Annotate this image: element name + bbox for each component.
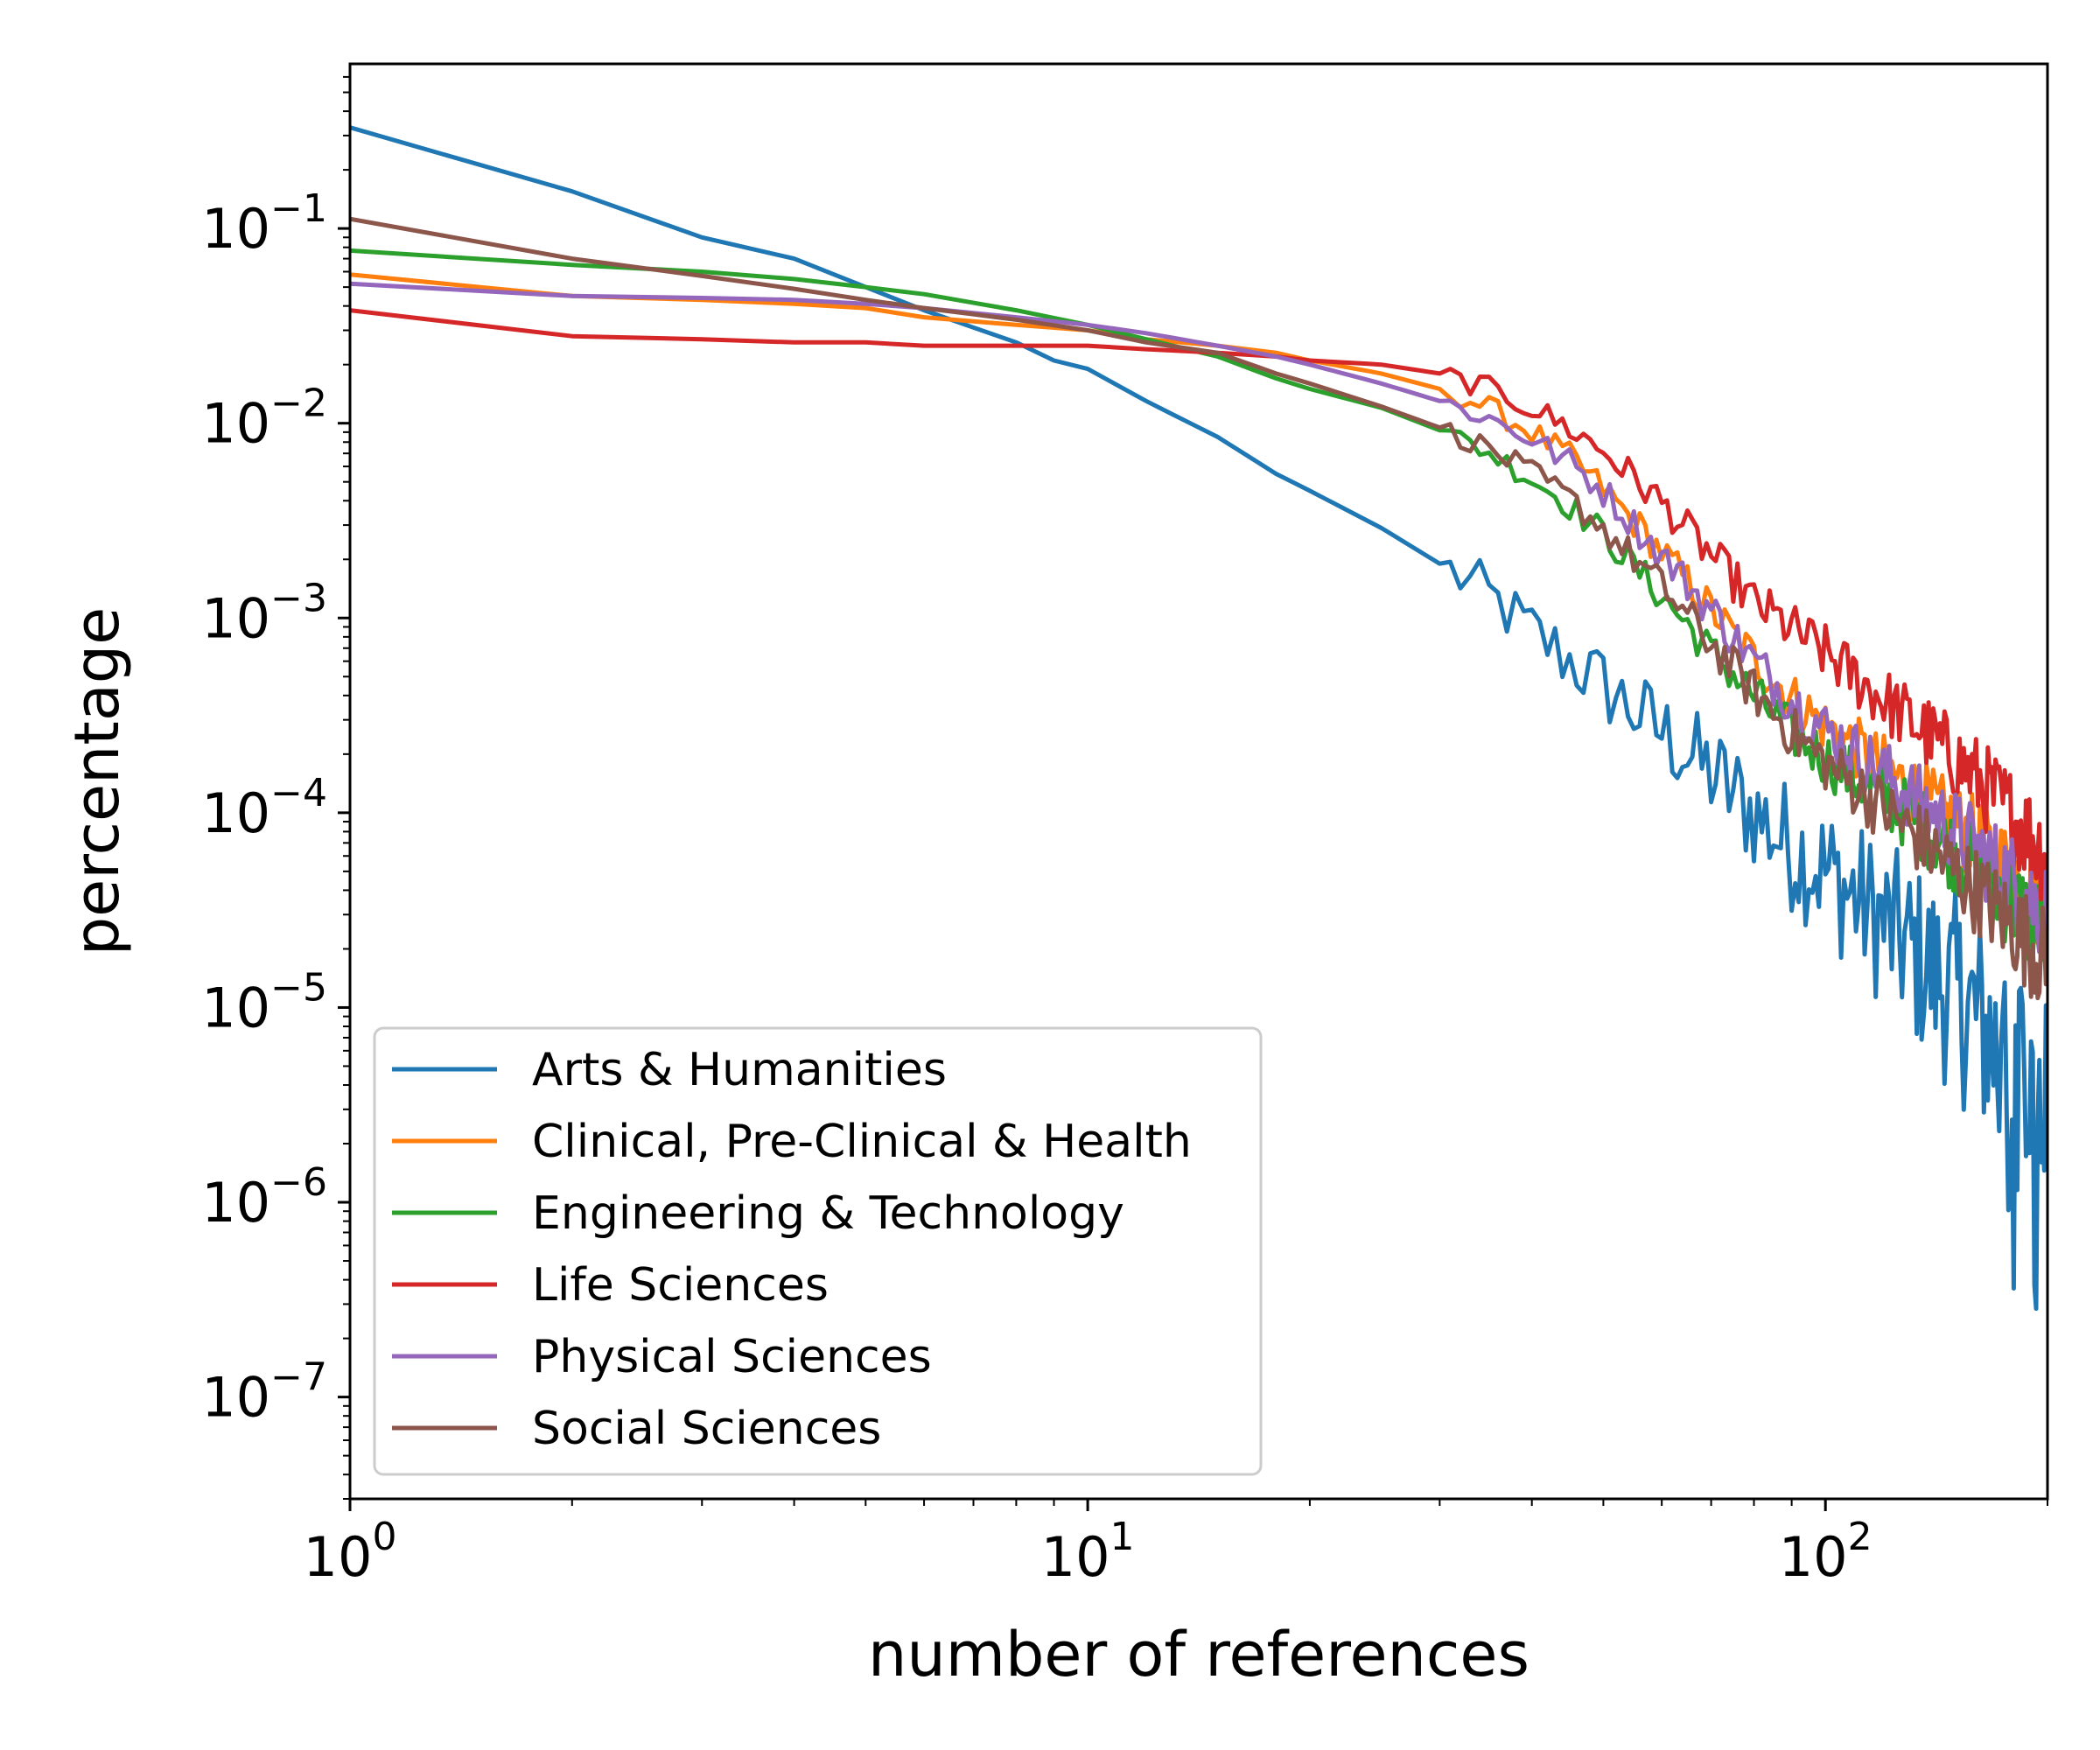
- legend-label-3: Life Sciences: [532, 1259, 829, 1312]
- y-tick-label-4: 10−5: [201, 965, 327, 1040]
- series-layer: [350, 125, 2048, 1312]
- y-tick-label-0: 10−1: [201, 186, 327, 261]
- legend-entries: Arts & Humanities Clinical, Pre-Clinical …: [392, 1044, 1192, 1455]
- y-tick-exponent: −2: [270, 382, 327, 426]
- x-tick-label-0: 100: [304, 1515, 397, 1589]
- y-tick-label-5: 10−6: [201, 1160, 327, 1235]
- y-tick-base: 10: [201, 392, 270, 456]
- y-tick-base: 10: [201, 197, 270, 261]
- x-tick-label-2: 102: [1779, 1515, 1872, 1589]
- y-tick-base: 10: [201, 1171, 270, 1235]
- y-tick-base: 10: [201, 586, 270, 650]
- y-tick-base: 10: [201, 976, 270, 1040]
- series-line-5: [350, 216, 2048, 1001]
- legend-label-0: Arts & Humanities: [532, 1044, 947, 1096]
- y-tick-exponent: −1: [270, 186, 327, 231]
- series-line-4: [350, 281, 2048, 960]
- major-ticks: [338, 227, 1827, 1511]
- y-tick-exponent: −7: [270, 1355, 327, 1400]
- x-tick-exponent: 2: [1848, 1515, 1872, 1559]
- legend-label-5: Social Sciences: [532, 1403, 881, 1455]
- y-tick-base: 10: [201, 781, 270, 845]
- legend-label-2: Engineering & Technology: [532, 1187, 1124, 1240]
- x-tick-base: 10: [304, 1525, 373, 1589]
- y-axis-title: percentage: [61, 607, 133, 956]
- y-tick-label-6: 10−7: [201, 1355, 327, 1430]
- y-tick-exponent: −6: [270, 1160, 327, 1205]
- y-tick-exponent: −3: [270, 576, 327, 620]
- y-tick-exponent: −4: [270, 771, 327, 816]
- legend: Arts & Humanities Clinical, Pre-Clinical …: [373, 1026, 1263, 1476]
- legend-frame: [373, 1026, 1263, 1476]
- y-tick-base: 10: [201, 1366, 270, 1430]
- x-tick-label-1: 101: [1041, 1515, 1135, 1589]
- x-tick-exponent: 0: [372, 1515, 396, 1559]
- legend-label-4: Physical Sciences: [532, 1331, 932, 1383]
- y-tick-label-3: 10−4: [201, 771, 327, 845]
- series-line-3: [350, 308, 2048, 902]
- plot-frame: [348, 62, 2049, 1501]
- y-tick-label-2: 10−3: [201, 576, 327, 650]
- series-line-0: [350, 125, 2048, 1312]
- x-tick-base: 10: [1041, 1525, 1110, 1589]
- x-axis-title: number of references: [868, 1619, 1530, 1690]
- y-tick-exponent: −5: [270, 965, 327, 1010]
- y-tick-label-1: 10−2: [201, 382, 327, 456]
- x-tick-base: 10: [1779, 1525, 1848, 1589]
- x-tick-exponent: 1: [1110, 1515, 1135, 1559]
- legend-label-1: Clinical, Pre-Clinical & Health: [532, 1116, 1192, 1168]
